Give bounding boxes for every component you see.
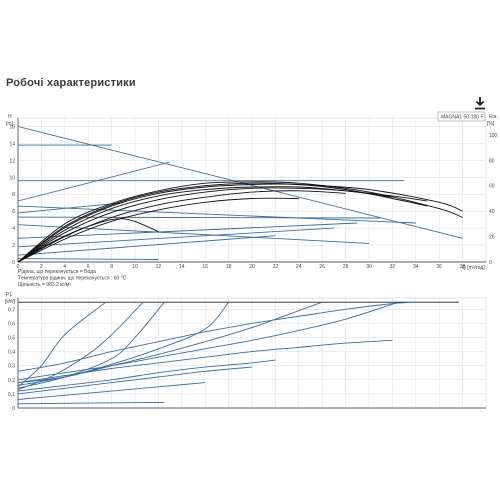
- power-curve: [17, 339, 393, 384]
- top-x-tick-label: 2: [40, 264, 43, 270]
- top-x-tick-label: 12: [156, 264, 162, 270]
- power-curve: [17, 301, 323, 384]
- top-x-tick-label: 28: [343, 264, 349, 270]
- page-title: Робочі характеристики: [6, 77, 136, 89]
- fluid-note: Щільність = 983.2 кг/м³: [18, 282, 71, 288]
- top-y-tick-label: 14: [9, 141, 15, 147]
- bottom-y-tick-label: 0.3: [8, 364, 15, 370]
- top-y-tick-label: 16: [9, 124, 15, 130]
- bottom-y-tick-label: 0.4: [8, 350, 15, 356]
- bottom-y-tick-label: 0.7: [8, 307, 15, 313]
- legend-label: MAGNA1 50-180 F: [441, 115, 484, 121]
- top-x-tick-label: 32: [390, 264, 396, 270]
- top-x-label: Q [m³/год]: [462, 265, 485, 271]
- top-y-tick-label: 0: [12, 260, 15, 266]
- top-x-tick-label: 38: [460, 264, 466, 270]
- bottom-y-tick-label: 0: [12, 406, 15, 412]
- top-x-tick-label: 14: [179, 264, 185, 270]
- efficiency-curve: [17, 183, 463, 263]
- fluid-note: Температура рідини, що перекачується : 6…: [18, 276, 127, 282]
- bottom-y-tick-label: 0.1: [8, 392, 15, 398]
- power-curve: [17, 301, 165, 389]
- top-y-label: H: [8, 114, 12, 120]
- top-y2-tick-label: 100: [489, 133, 498, 139]
- power-curve: [17, 401, 165, 405]
- power-curve: [17, 301, 399, 381]
- efficiency-curve: [17, 181, 463, 263]
- top-y-tick-label: 12: [9, 158, 15, 164]
- legend-box: [437, 111, 486, 122]
- bottom-y-tick-label: 0.6: [8, 321, 15, 327]
- efficiency-curve: [17, 218, 159, 263]
- top-y2-label: Eta: [489, 114, 497, 120]
- top-x-tick-label: 16: [202, 264, 208, 270]
- bottom-y-unit: [kW]: [5, 299, 16, 305]
- top-y-tick-label: 6: [12, 209, 15, 215]
- efficiency-curve: [17, 186, 428, 263]
- fluid-note: Рідина, що перекачується = Вода: [18, 269, 96, 275]
- top-x-tick-label: 24: [296, 264, 302, 270]
- top-x-tick-label: 18: [226, 264, 232, 270]
- head-curve: [17, 205, 416, 224]
- top-x-tick-label: 8: [110, 264, 113, 270]
- bottom-y-tick-label: 0.2: [8, 378, 15, 384]
- power-curve: [17, 301, 414, 372]
- head-curve: [17, 216, 381, 219]
- power-curve: [17, 359, 276, 392]
- top-x-tick-label: 0: [17, 264, 20, 270]
- top-x-tick-label: 30: [366, 264, 372, 270]
- top-y2-tick-label: 60: [489, 184, 495, 190]
- top-x-tick-label: 20: [249, 264, 255, 270]
- efficiency-curve: [17, 190, 346, 263]
- top-y2-tick-label: 0: [489, 260, 492, 266]
- top-x-tick-label: 26: [319, 264, 325, 270]
- bottom-y-tick-label: 0.5: [8, 335, 15, 341]
- top-y2-tick-label: 80: [489, 158, 495, 164]
- head-rising-curve: [17, 161, 171, 202]
- top-y-tick-label: 8: [12, 192, 15, 198]
- top-x-tick-label: 10: [132, 264, 138, 270]
- top-y2-unit: [%]: [487, 121, 495, 127]
- top-y2-tick-label: 40: [489, 209, 495, 215]
- top-y2-tick-label: 20: [489, 235, 495, 241]
- top-x-tick-label: 4: [63, 264, 66, 270]
- top-y-tick-label: 4: [12, 226, 15, 232]
- top-y-tick-label: 10: [9, 175, 15, 181]
- efficiency-curve: [17, 197, 299, 263]
- head-curve: [17, 224, 370, 244]
- head-rising-curve: [17, 202, 124, 214]
- head-curve: [17, 227, 334, 248]
- power-curve: [17, 382, 206, 400]
- top-y-tick-label: 2: [12, 243, 15, 249]
- power-curve: [17, 301, 107, 388]
- top-x-tick-label: 22: [273, 264, 279, 270]
- efficiency-curve: [17, 187, 393, 263]
- top-y-unit: [m]: [6, 121, 14, 127]
- top-x-tick-label: 34: [413, 264, 419, 270]
- power-curve: [17, 366, 253, 395]
- head-curve: [17, 235, 276, 256]
- head-curve: [17, 222, 358, 239]
- top-x-tick-label: 6: [87, 264, 90, 270]
- download-icon[interactable]: [474, 96, 486, 110]
- head-curve: [17, 258, 159, 260]
- bottom-y-label: P1: [6, 292, 12, 298]
- power-curve: [17, 301, 144, 391]
- top-x-tick-label: 36: [436, 264, 442, 270]
